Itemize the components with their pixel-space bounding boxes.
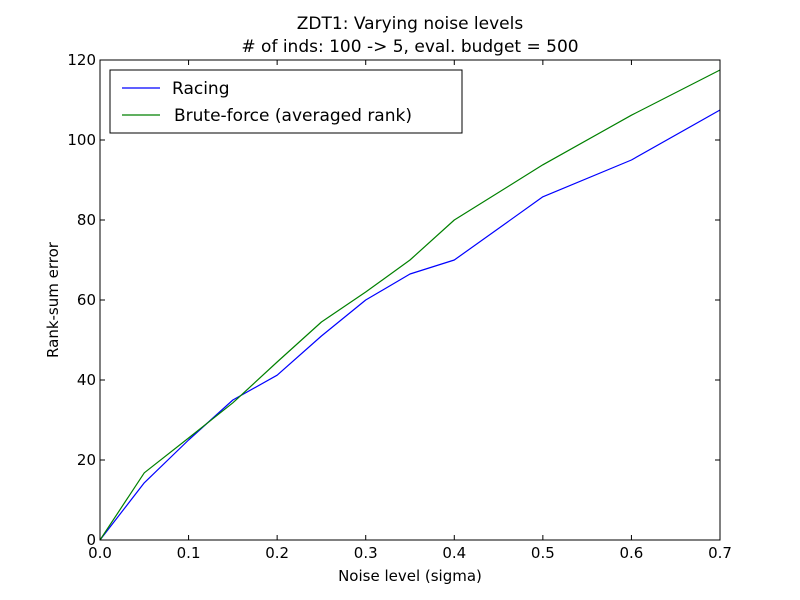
y-axis-label: Rank-sum error <box>44 241 62 358</box>
x-tick-label: 0.6 <box>619 544 643 562</box>
x-tick-label: 0.4 <box>442 544 466 562</box>
series-lines <box>99 69 721 541</box>
chart-title-line-2: # of inds: 100 -> 5, eval. budget = 500 <box>241 37 578 57</box>
x-tick-label: 0.5 <box>531 544 555 562</box>
series-line-brute-force <box>99 69 721 541</box>
legend: Racing Brute-force (averaged rank) <box>109 69 463 134</box>
y-tick-label: 100 <box>67 131 96 149</box>
x-tick-label: 0.2 <box>265 544 289 562</box>
legend-label-brute-force: Brute-force (averaged rank) <box>174 106 412 126</box>
x-tick-label: 0.7 <box>708 544 732 562</box>
y-tick-label: 0 <box>86 531 96 549</box>
legend-box <box>109 69 463 134</box>
x-tick-label: 0.3 <box>354 544 378 562</box>
axis-ticks: 0.0 0.1 0.2 0.3 0.4 0.5 0.6 0.7 0 20 40 60 80 100 120 <box>67 51 732 562</box>
y-tick-label: 20 <box>77 451 96 469</box>
chart-title-line-1: ZDT1: Varying noise levels <box>297 14 524 34</box>
y-tick-label: 120 <box>67 51 96 69</box>
plot-frame <box>99 59 721 541</box>
legend-label-racing: Racing <box>172 79 230 99</box>
series-line-racing <box>99 109 721 541</box>
x-axis-label: Noise level (sigma) <box>338 567 482 585</box>
y-tick-label: 60 <box>77 291 96 309</box>
x-tick-label: 0.0 <box>88 544 112 562</box>
y-tick-label: 40 <box>77 371 96 389</box>
x-tick-label: 0.1 <box>177 544 201 562</box>
y-tick-label: 80 <box>77 211 96 229</box>
plot-area <box>100 60 720 540</box>
